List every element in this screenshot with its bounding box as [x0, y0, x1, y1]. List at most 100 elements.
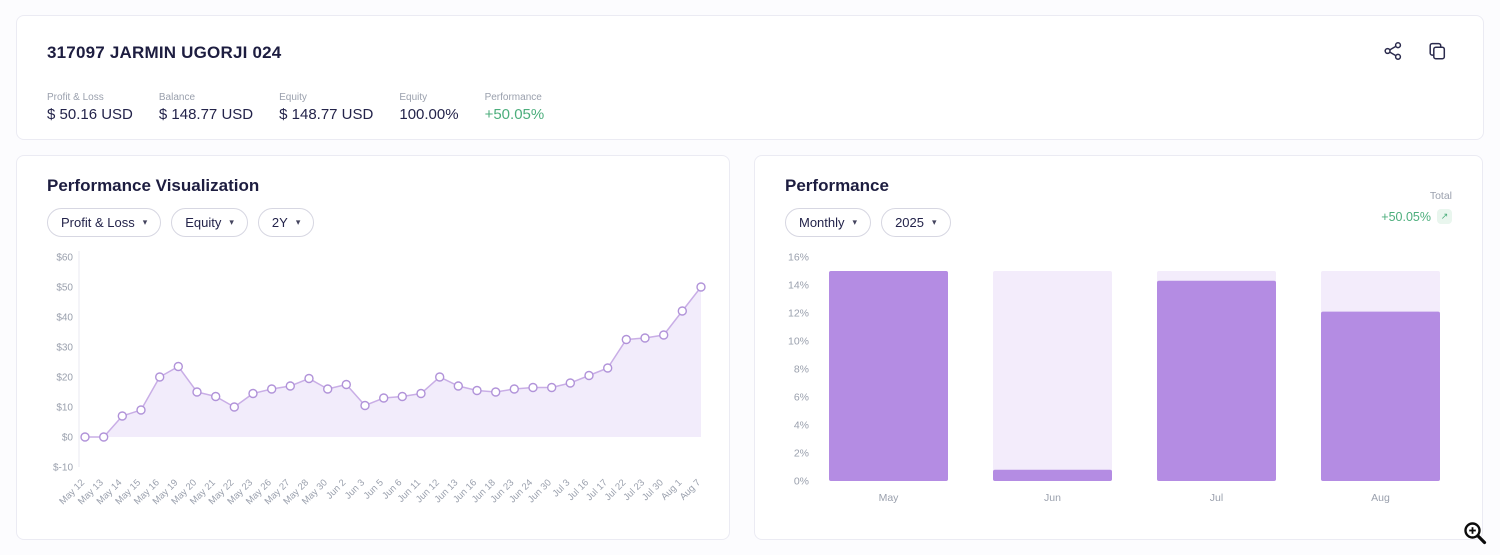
svg-text:8%: 8%	[794, 364, 809, 376]
stat-label: Profit & Loss	[47, 92, 104, 103]
data-point-marker	[136, 405, 146, 415]
svg-text:16%: 16%	[788, 252, 809, 264]
stat-label: Performance	[484, 92, 542, 103]
data-point-marker	[285, 381, 295, 391]
line-series	[85, 286, 702, 438]
share-button[interactable]	[1383, 41, 1403, 64]
data-point-marker	[117, 411, 128, 421]
filter-profit-loss-dropdown[interactable]: Profit & Loss ▾	[47, 208, 162, 237]
stats-row: Profit & Loss $ 50.16 USD Balance $ 148.77 …	[47, 92, 1453, 123]
svg-text:12%: 12%	[788, 308, 809, 320]
chevron-down-icon: ▾	[852, 217, 858, 227]
stat-performance: Performance +50.05%	[485, 92, 545, 123]
svg-text:4%: 4%	[794, 420, 809, 432]
data-point-marker	[621, 334, 631, 345]
svg-text:6%: 6%	[794, 392, 809, 404]
stat-label: Balance	[158, 92, 196, 103]
data-point-marker	[341, 379, 351, 390]
stat-label: Equity	[279, 92, 307, 103]
total-label: Total	[1429, 190, 1452, 202]
filter-equity-dropdown[interactable]: Equity ▾	[171, 208, 248, 237]
dropdown-label: Profit & Loss	[61, 215, 135, 230]
charts-row: Performance Visualization Profit & Loss ▾…	[16, 155, 1484, 540]
data-point-marker	[323, 384, 333, 394]
performance-visualization-title: Performance Visualization	[47, 176, 260, 195]
data-point-marker	[154, 372, 165, 382]
data-point-marker	[547, 382, 557, 393]
performance-title: Performance	[785, 176, 889, 195]
data-point-marker	[472, 385, 482, 396]
data-point-marker	[173, 361, 184, 372]
stat-label: Equity	[399, 92, 428, 103]
svg-text:Jun 5: Jun 5	[362, 477, 386, 501]
performance-card: Performance Monthly ▾ 2025 ▾ Total +50.05% …	[754, 155, 1483, 540]
svg-text:14%: 14%	[788, 280, 809, 292]
svg-text:May: May	[879, 492, 900, 504]
dropdown-label: 2025	[895, 215, 924, 230]
share-icon	[1383, 41, 1403, 64]
chevron-down-icon: ▾	[295, 217, 301, 227]
data-point-marker	[80, 432, 90, 442]
chevron-down-icon: ▾	[931, 217, 937, 227]
data-point-marker	[304, 373, 314, 384]
data-point-marker	[435, 372, 445, 382]
data-point-marker	[266, 384, 277, 394]
filter-monthly-dropdown[interactable]: Monthly ▾	[785, 208, 872, 237]
data-point-marker	[210, 391, 221, 402]
profit-loss-area-chart: $60 $50 $40 $30 $20 $10 $0 $-10 May 12 May 13 May …	[33, 243, 713, 550]
performance-visualization-card: Performance Visualization Profit & Loss ▾…	[16, 155, 730, 540]
bar-chart-svg: 0% 2% 4% 6% 8% 10% 12% 14% 16% May Jun Jul Aug	[788, 252, 1440, 504]
svg-text:Jul 30: Jul 30	[640, 477, 666, 503]
svg-text:2%: 2%	[794, 448, 809, 460]
svg-text:Jun: Jun	[1044, 492, 1061, 504]
chevron-down-icon: ▾	[142, 217, 148, 227]
performance-head-left: Performance Monthly ▾ 2025 ▾	[771, 174, 951, 241]
data-point-marker	[603, 363, 613, 373]
bar-value-jun	[993, 469, 1112, 481]
svg-text:$-10: $-10	[53, 463, 73, 474]
svg-text:$60: $60	[56, 253, 73, 264]
filter-2y-dropdown[interactable]: 2Y ▾	[257, 208, 315, 237]
data-point-marker	[416, 388, 426, 399]
data-point-marker	[528, 382, 538, 393]
data-point-marker	[453, 381, 463, 391]
total-value: +50.05% ↗	[1381, 209, 1452, 224]
account-title: 317097 JARMIN UGORJI 024	[47, 42, 282, 62]
data-point-marker	[98, 432, 109, 442]
chevron-down-icon: ▾	[229, 217, 234, 227]
stat-balance: Balance $ 148.77 USD	[159, 92, 253, 123]
zoom-icon[interactable]	[1462, 520, 1488, 551]
svg-text:Jul: Jul	[1210, 492, 1223, 504]
copy-icon	[1427, 41, 1447, 64]
stat-equity: Equity $ 148.77 USD	[279, 92, 373, 123]
svg-text:Aug: Aug	[1371, 492, 1390, 504]
copy-button[interactable]	[1427, 41, 1447, 64]
performance-card-head: Performance Monthly ▾ 2025 ▾ Total +50.05% …	[771, 174, 1466, 241]
data-point-marker	[379, 393, 389, 403]
data-point-marker	[584, 370, 594, 381]
stat-equity: Equity 100.00%	[399, 92, 458, 123]
stat-value: 100.00%	[399, 106, 459, 123]
stat-value: $ 148.77 USD	[279, 106, 374, 123]
svg-text:0%: 0%	[794, 476, 809, 488]
data-point-marker	[360, 400, 370, 411]
data-point-marker	[397, 391, 407, 402]
bar-value-may	[829, 271, 948, 481]
svg-text:$10: $10	[56, 403, 73, 414]
stat-value: $ 148.77 USD	[158, 106, 254, 123]
data-point-marker	[565, 378, 575, 388]
data-point-marker	[640, 333, 650, 343]
monthly-performance-bar-chart: 0% 2% 4% 6% 8% 10% 12% 14% 16% May Jun Jul Aug	[771, 243, 1466, 526]
svg-text:10%: 10%	[788, 336, 809, 348]
area-series	[85, 287, 701, 437]
filter-2025-dropdown[interactable]: 2025 ▾	[881, 208, 951, 237]
svg-text:$40: $40	[56, 313, 73, 324]
data-point-marker	[509, 384, 519, 394]
performance-visualization-filters: Profit & Loss ▾ Equity ▾ 2Y ▾	[47, 208, 713, 237]
header-actions	[1383, 41, 1453, 64]
data-point-marker	[677, 306, 687, 316]
account-header-card: 317097 JARMIN UGORJI 024	[16, 15, 1484, 140]
dropdown-label: Equity	[185, 215, 222, 230]
